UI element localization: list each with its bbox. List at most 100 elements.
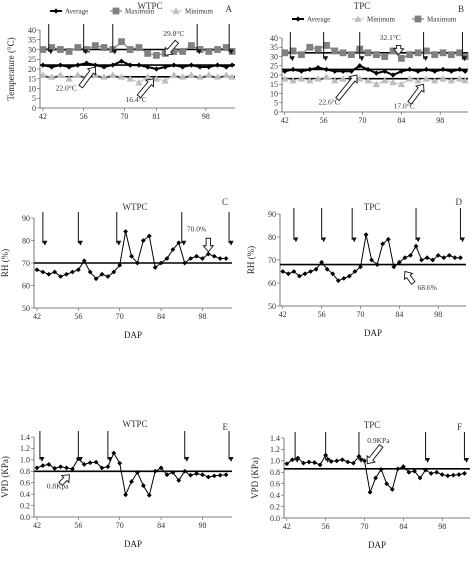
panel-f: 0.0 0.2 0.4 0.6 0.8 1.0 1.2 1.4 42 56 70 84 98 0.9KPa… [250, 420, 470, 550]
panel-title: WTPC [122, 202, 147, 212]
annotation: 29.8°C [163, 29, 184, 38]
data-point [170, 48, 178, 55]
data-point [447, 76, 455, 84]
panel-d: 50 60 70 80 90 42 56 70 84 98 68.6% TPC D RH (%) DAP [246, 197, 466, 338]
data-point [423, 467, 428, 473]
data-point [439, 49, 447, 57]
data-point [135, 79, 143, 86]
y-tick-label: 15 [270, 80, 278, 89]
data-point [146, 492, 152, 498]
data-point [301, 460, 306, 466]
data-point [135, 44, 143, 51]
data-point [373, 70, 379, 76]
y-tick-label: 0 [274, 108, 278, 117]
data-point [211, 253, 217, 259]
data-point [381, 76, 389, 84]
data-point [364, 49, 372, 57]
data-point [441, 255, 447, 261]
y-tick-label: 40 [28, 26, 36, 35]
y-tick-label: 35 [270, 43, 278, 52]
data-point [339, 75, 347, 82]
data-point [445, 473, 451, 479]
x-tick-label: 42 [39, 112, 47, 121]
data-point [194, 471, 199, 476]
data-point [164, 256, 170, 261]
data-point [205, 48, 213, 55]
data-point [319, 259, 325, 265]
data-point [99, 271, 105, 277]
panel-letter: E [223, 422, 229, 432]
y-tick-label: 1.2 [270, 445, 280, 454]
data-point [330, 271, 336, 277]
data-point [213, 73, 222, 80]
data-point [422, 47, 430, 55]
data-point [432, 68, 438, 74]
data-point [406, 75, 414, 82]
x-tick-label: 42 [281, 116, 289, 125]
annotation: 17.0°C [394, 101, 415, 110]
data-point [176, 240, 182, 246]
y-tick-label: 20 [28, 65, 36, 74]
data-point [100, 73, 108, 80]
data-point [413, 243, 419, 249]
data-point [57, 62, 63, 68]
x-tick-label: 98 [434, 310, 442, 319]
data-point [323, 42, 330, 49]
data-point [400, 464, 406, 469]
data-point [374, 262, 380, 267]
data-point [435, 253, 441, 258]
data-point [87, 460, 93, 466]
data-point [389, 78, 397, 86]
data-point [188, 256, 194, 261]
data-point [397, 80, 405, 88]
data-point [179, 48, 187, 55]
y-tick-label: 60 [22, 281, 30, 290]
data-point [439, 472, 445, 477]
data-point [182, 260, 188, 266]
data-point [356, 75, 364, 82]
data-point [358, 264, 363, 270]
data-point [291, 269, 297, 274]
x-tick-label: 98 [198, 521, 206, 530]
y-tick-label: 50 [268, 302, 276, 311]
data-point [423, 66, 429, 73]
data-point [339, 49, 347, 57]
data-point [289, 457, 295, 463]
data-point [52, 466, 58, 471]
data-point [153, 51, 160, 59]
data-point [452, 255, 458, 261]
x-tick-label: 56 [80, 112, 88, 121]
data-point [281, 75, 289, 82]
data-point [431, 51, 439, 59]
data-point [306, 459, 312, 465]
data-point [152, 75, 161, 82]
panel-letter: D [456, 197, 463, 207]
data-point [448, 68, 454, 74]
y-tick-label: 5 [32, 94, 36, 103]
y-axis-label: Temperature (°C) [6, 37, 16, 100]
data-point [123, 492, 129, 498]
y-tick-label: 30 [270, 52, 278, 61]
panel-title: WTPC [122, 419, 147, 429]
panel-title: TPC [364, 202, 381, 212]
panel-c: 50 60 70 80 90 42 56 70 84 98 70.0% WTPC C RH (%) DAP [0, 197, 234, 340]
data-point [424, 255, 430, 261]
legend-entry: Maximum [427, 16, 457, 24]
legend-marker [295, 16, 301, 22]
data-point [428, 471, 434, 476]
data-point [83, 46, 90, 53]
data-point [385, 236, 391, 242]
data-point [334, 458, 340, 464]
data-point [171, 62, 177, 68]
y-tick-label: 1.4 [20, 433, 30, 442]
data-point [83, 60, 90, 66]
data-point [396, 259, 402, 265]
x-tick-label: 81 [152, 112, 160, 121]
x-tick-label: 70 [361, 522, 369, 531]
data-point [324, 266, 330, 272]
annotation: 0.9KPa [367, 436, 390, 445]
data-point [373, 475, 379, 481]
data-point [196, 73, 204, 80]
